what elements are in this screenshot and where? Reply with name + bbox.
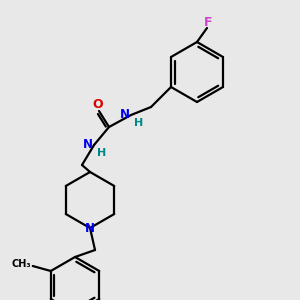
Text: H: H xyxy=(98,148,106,158)
Text: F: F xyxy=(204,16,212,28)
Text: O: O xyxy=(93,98,103,112)
Text: H: H xyxy=(134,118,144,128)
Text: N: N xyxy=(85,221,95,235)
Text: N: N xyxy=(120,109,130,122)
Text: N: N xyxy=(83,139,93,152)
Text: CH₃: CH₃ xyxy=(11,259,31,269)
